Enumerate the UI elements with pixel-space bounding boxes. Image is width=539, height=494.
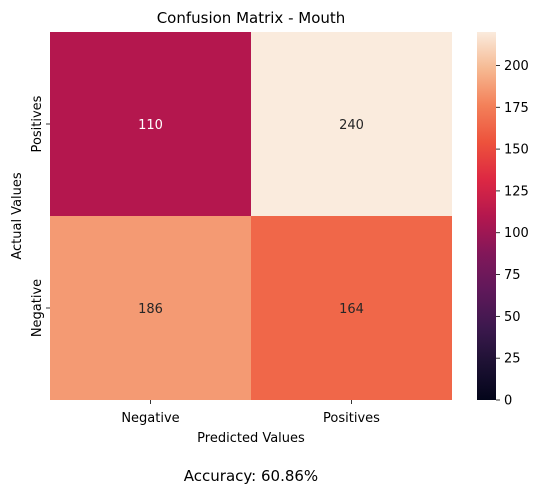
colorbar-tick-label: 25 — [504, 352, 521, 367]
colorbar-tick-label: 100 — [504, 226, 529, 241]
x-tick-label: Positives — [323, 411, 380, 426]
colorbar-tick-label: 125 — [504, 184, 529, 199]
chart-title: Confusion Matrix - Mouth — [157, 9, 346, 27]
y-tick-label: Positives — [30, 95, 45, 152]
accuracy-text: Accuracy: 60.86% — [184, 467, 318, 485]
colorbar-tick-label: 75 — [504, 268, 521, 283]
heatmap-cell — [251, 216, 452, 400]
heatmap-cell — [251, 32, 452, 216]
heatmap-cell-value: 164 — [339, 302, 364, 317]
y-axis-ticks: Positives Negative — [30, 95, 50, 337]
x-axis-ticks: Negative Positives — [121, 400, 380, 426]
heatmap-cell — [50, 32, 251, 216]
colorbar-ticks: 0 25 50 75 100 125 150 175 200 — [496, 59, 529, 409]
colorbar-tick-label: 175 — [504, 101, 529, 116]
heatmap-cell-value: 186 — [138, 302, 163, 317]
heatmap-cells: 110 240 186 164 — [50, 32, 452, 400]
colorbar-tick-label: 50 — [504, 310, 521, 325]
heatmap-cell — [50, 216, 251, 400]
x-tick-label: Negative — [121, 411, 179, 426]
y-axis-label: Actual Values — [10, 172, 25, 260]
colorbar-tick-label: 200 — [504, 59, 529, 74]
x-axis-label: Predicted Values — [197, 431, 305, 446]
heatmap-cell-value: 110 — [138, 118, 163, 133]
colorbar-tick-label: 150 — [504, 143, 529, 158]
y-tick-label: Negative — [30, 279, 45, 337]
colorbar — [477, 32, 496, 400]
heatmap-cell-value: 240 — [339, 118, 364, 133]
colorbar-tick-label: 0 — [504, 394, 512, 409]
